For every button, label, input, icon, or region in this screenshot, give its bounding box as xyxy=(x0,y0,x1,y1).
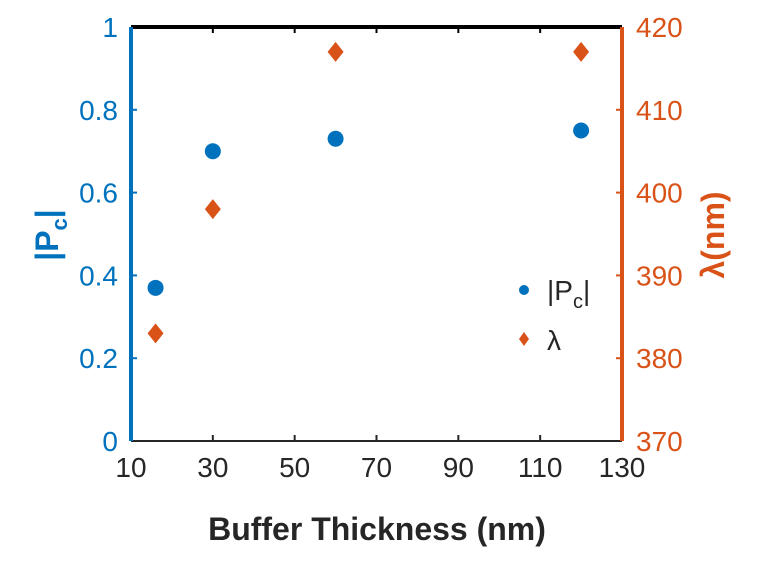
right-axis-title: λ(nm) xyxy=(695,191,731,278)
left-tick-labels: 0 0.2 0.4 0.6 0.8 1 xyxy=(79,12,118,457)
point-lambda xyxy=(327,41,344,62)
x-tick-label: 130 xyxy=(599,452,646,483)
legend-label-pc: |Pc| xyxy=(547,275,590,313)
x-tick-label: 70 xyxy=(361,452,392,483)
right-tick-labels: 370 380 390 400 410 420 xyxy=(636,12,683,457)
x-tick-label: 10 xyxy=(115,452,146,483)
left-tick-label: 1 xyxy=(102,12,118,43)
legend: |Pc| λ xyxy=(519,275,590,356)
x-tick-label: 90 xyxy=(443,452,474,483)
left-tick-label: 0.4 xyxy=(79,260,118,291)
tick-marks xyxy=(130,26,623,442)
point-lambda xyxy=(204,199,221,220)
point-pc xyxy=(204,143,221,160)
point-lambda xyxy=(147,323,164,344)
point-pc xyxy=(147,279,164,296)
x-tick-label: 30 xyxy=(197,452,228,483)
legend-marker-pc xyxy=(519,285,529,295)
right-tick-label: 400 xyxy=(636,178,683,209)
right-tick-label: 420 xyxy=(636,12,683,43)
legend-marker-lambda xyxy=(519,332,529,346)
left-tick-label: 0.2 xyxy=(79,343,118,374)
x-tick-label: 110 xyxy=(518,452,563,483)
left-tick-label: 0 xyxy=(102,426,118,457)
x-tick-label: 50 xyxy=(279,452,310,483)
data-points xyxy=(147,41,590,344)
right-tick-label: 390 xyxy=(636,260,683,291)
x-axis-title: Buffer Thickness (nm) xyxy=(208,511,546,547)
right-tick-label: 410 xyxy=(636,95,683,126)
x-tick-labels: 10 30 50 70 90 110 130 xyxy=(115,452,645,483)
legend-label-lambda: λ xyxy=(547,325,561,356)
left-axis-title: |Pc| xyxy=(29,209,72,261)
point-lambda xyxy=(573,41,590,62)
left-tick-label: 0.6 xyxy=(79,178,118,209)
right-tick-label: 370 xyxy=(636,426,683,457)
right-tick-label: 380 xyxy=(636,343,683,374)
point-pc xyxy=(573,122,590,139)
point-pc xyxy=(327,130,344,147)
left-tick-label: 0.8 xyxy=(79,95,118,126)
